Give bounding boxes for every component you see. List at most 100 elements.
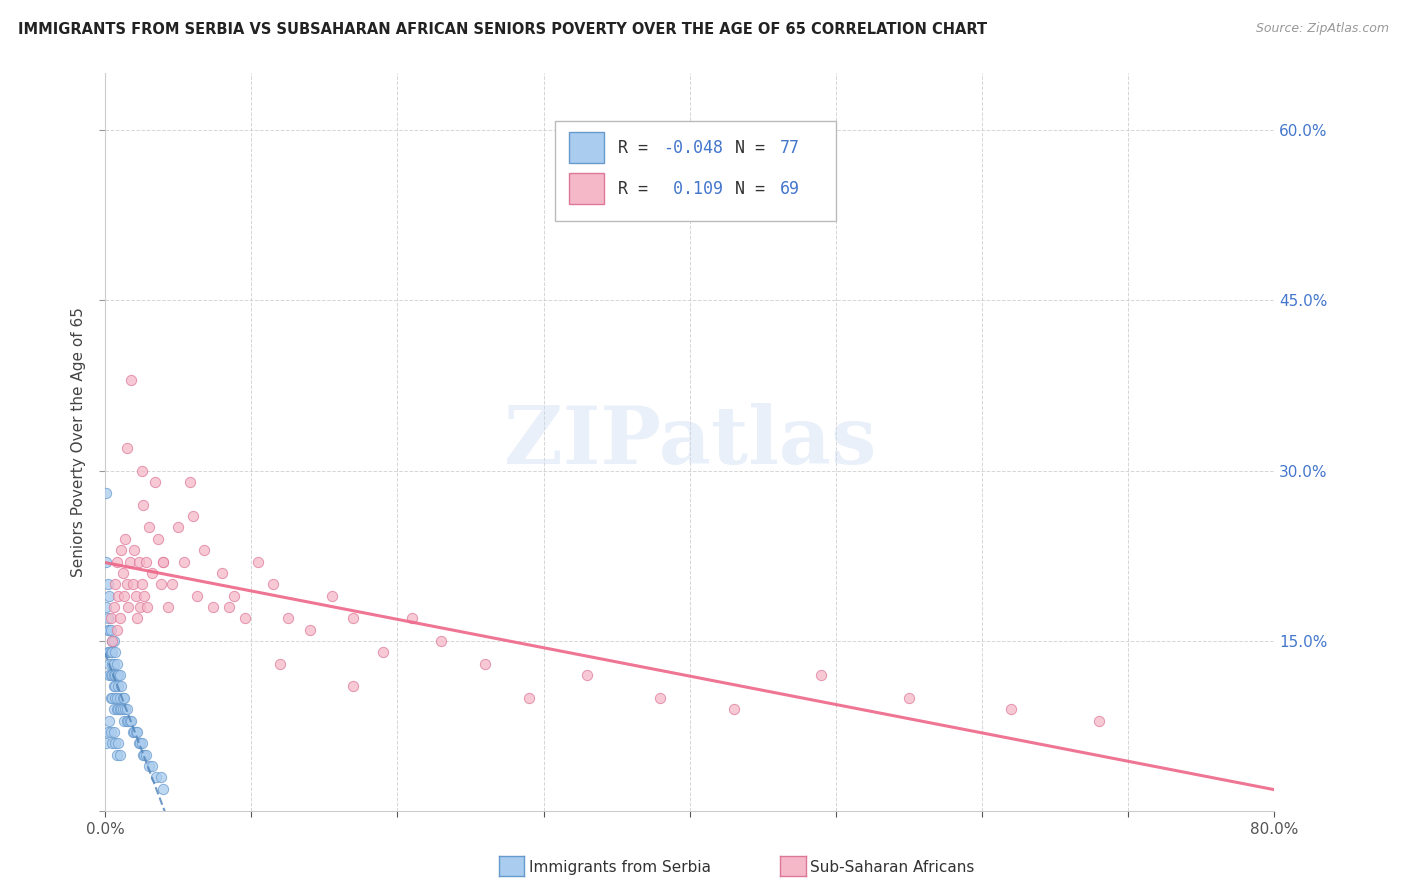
Point	[98, 657, 121, 671]
Point	[141, 759, 163, 773]
Point	[131, 577, 153, 591]
Point	[105, 657, 128, 671]
Point	[105, 668, 128, 682]
Point	[105, 702, 128, 716]
Point	[128, 736, 150, 750]
Point	[98, 714, 121, 728]
Point	[104, 680, 127, 694]
Point	[111, 690, 134, 705]
Point	[111, 702, 134, 716]
Point	[101, 634, 124, 648]
Point	[135, 747, 157, 762]
Point	[146, 532, 169, 546]
Point	[117, 599, 139, 614]
Text: R =: R =	[619, 138, 658, 157]
Point	[108, 747, 131, 762]
Point	[269, 657, 291, 671]
Point	[101, 657, 124, 671]
Point	[342, 680, 364, 694]
Point	[97, 577, 120, 591]
Point	[105, 690, 128, 705]
Point	[115, 577, 138, 591]
Point	[129, 599, 152, 614]
Point	[202, 599, 225, 614]
Point	[118, 714, 141, 728]
Point	[129, 736, 152, 750]
Point	[149, 770, 172, 784]
Point	[120, 714, 142, 728]
Point	[115, 441, 138, 455]
Point	[114, 532, 136, 546]
Point	[723, 702, 745, 716]
Point	[193, 543, 215, 558]
Point	[222, 589, 245, 603]
Point	[104, 668, 127, 682]
Point	[103, 657, 125, 671]
Point	[152, 554, 174, 568]
Point	[96, 599, 118, 614]
Point	[298, 623, 321, 637]
Text: 69: 69	[780, 180, 800, 198]
Point	[107, 680, 129, 694]
Point	[111, 566, 134, 580]
Point	[127, 611, 149, 625]
Point	[121, 577, 143, 591]
Point	[277, 611, 299, 625]
Point	[134, 747, 156, 762]
Point	[120, 373, 142, 387]
Point	[117, 714, 139, 728]
Y-axis label: Seniors Poverty Over the Age of 65: Seniors Poverty Over the Age of 65	[72, 307, 86, 577]
Text: -0.048: -0.048	[662, 138, 723, 157]
Point	[132, 498, 155, 512]
Point	[103, 634, 125, 648]
Point	[247, 554, 270, 568]
Point	[136, 599, 159, 614]
Text: 77: 77	[780, 138, 800, 157]
Point	[167, 520, 190, 534]
Point	[125, 589, 148, 603]
Point	[125, 725, 148, 739]
Point	[186, 589, 208, 603]
Point	[112, 690, 135, 705]
Point	[97, 725, 120, 739]
Point	[100, 623, 122, 637]
Point	[108, 690, 131, 705]
Point	[474, 657, 496, 671]
Point	[122, 725, 145, 739]
Point	[118, 554, 141, 568]
Point	[98, 668, 121, 682]
Point	[342, 611, 364, 625]
Point	[103, 725, 125, 739]
Point	[108, 668, 131, 682]
Point	[97, 623, 120, 637]
Point	[173, 554, 195, 568]
Text: IMMIGRANTS FROM SERBIA VS SUBSAHARAN AFRICAN SENIORS POVERTY OVER THE AGE OF 65 : IMMIGRANTS FROM SERBIA VS SUBSAHARAN AFR…	[18, 22, 987, 37]
Point	[576, 668, 599, 682]
Text: ZIPatlas: ZIPatlas	[503, 403, 876, 481]
Point	[103, 680, 125, 694]
Point	[160, 577, 183, 591]
Point	[101, 736, 124, 750]
Point	[430, 634, 453, 648]
Point	[105, 747, 128, 762]
Point	[517, 690, 540, 705]
Point	[100, 668, 122, 682]
Point	[101, 634, 124, 648]
Point	[321, 589, 343, 603]
Point	[152, 781, 174, 796]
Point	[101, 690, 124, 705]
Text: 0.109: 0.109	[662, 180, 723, 198]
Point	[101, 668, 124, 682]
Point	[132, 747, 155, 762]
Point	[98, 645, 121, 659]
Point	[100, 725, 122, 739]
Point	[110, 543, 132, 558]
Point	[108, 611, 131, 625]
Point	[121, 725, 143, 739]
Point	[110, 702, 132, 716]
Point	[107, 668, 129, 682]
Point	[104, 690, 127, 705]
Point	[143, 475, 166, 489]
Point	[371, 645, 394, 659]
Point	[97, 645, 120, 659]
